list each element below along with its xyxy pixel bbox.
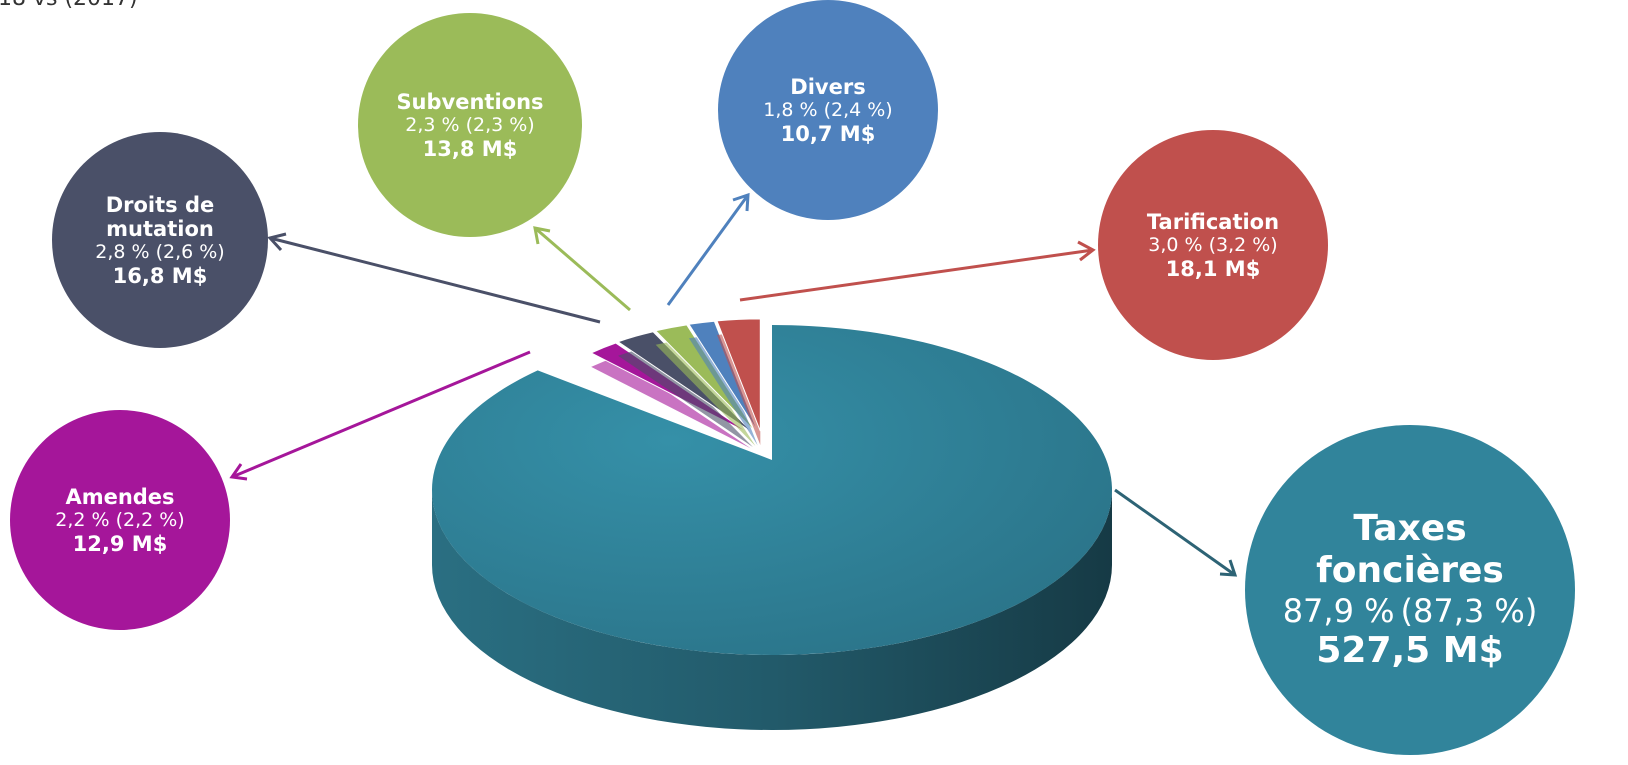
- value-label: 1,8 %: [763, 98, 818, 121]
- arrow: [229, 350, 531, 481]
- amount-label: 10,7 M$: [780, 121, 876, 146]
- callout-bubble: Droits de mutation 2,8 % (2,6 %) 16,8 M$: [52, 132, 268, 348]
- arrow: [267, 232, 601, 324]
- arrow: [1114, 488, 1238, 577]
- callout-bubble: Taxes foncières 87,9 % (87,3 %) 527,5 M$: [1245, 425, 1575, 755]
- percent-line: 3,0 % (3,2 %): [1148, 234, 1277, 257]
- previous-value-label: (2,2 %): [115, 508, 185, 531]
- percent-line: 2,2 % (2,2 %): [55, 509, 184, 532]
- category-label: Divers: [790, 74, 866, 99]
- pie-slice-side: [591, 357, 751, 449]
- callout-bubble: Divers 1,8 % (2,4 %) 10,7 M$: [718, 0, 938, 220]
- callout-bubble: Subventions 2,3 % (2,3 %) 13,8 M$: [358, 13, 582, 237]
- amount-label: 13,8 M$: [422, 136, 518, 161]
- arrows: [229, 192, 1238, 577]
- category-label: Subventions: [396, 89, 544, 114]
- previous-value-label: (2,4 %): [823, 98, 893, 121]
- pie-slice-side: [688, 335, 758, 446]
- callout-bubble: Amendes 2,2 % (2,2 %) 12,9 M$: [10, 410, 230, 630]
- value-label: 2,2 %: [55, 508, 110, 531]
- arrow: [666, 192, 750, 306]
- amount-label: 12,9 M$: [72, 531, 168, 556]
- value-label: 2,8 %: [95, 240, 150, 263]
- percent-line: 2,3 % (2,3 %): [405, 114, 534, 137]
- subtitle: 18 vs (2017): [0, 0, 138, 11]
- previous-value-label: (87,3 %): [1400, 592, 1538, 630]
- pie-slice-side: [655, 338, 756, 446]
- amount-label: 527,5 M$: [1316, 630, 1504, 671]
- value-label: 2,3 %: [405, 113, 460, 136]
- pie-slice: [716, 318, 761, 432]
- value-label: 87,9 %: [1282, 592, 1395, 630]
- previous-value-label: (3,2 %): [1208, 233, 1278, 256]
- pie-slice: [654, 324, 756, 433]
- pie-slice: [431, 325, 1112, 655]
- previous-value-label: (2,6 %): [155, 240, 225, 263]
- category-label: Amendes: [65, 484, 175, 509]
- category-label: Taxes foncières: [1316, 508, 1504, 591]
- category-label: Tarification: [1146, 209, 1280, 234]
- value-label: 3,0 %: [1148, 233, 1203, 256]
- amount-label: 18,1 M$: [1165, 256, 1261, 281]
- arrow: [533, 226, 631, 312]
- pie-side: [432, 490, 1112, 730]
- percent-line: 87,9 % (87,3 %): [1283, 592, 1538, 630]
- category-label: Droits de mutation: [105, 192, 215, 241]
- percent-line: 2,8 % (2,6 %): [95, 241, 224, 264]
- percent-line: 1,8 % (2,4 %): [763, 99, 892, 122]
- previous-value-label: (2,3 %): [465, 113, 535, 136]
- amount-label: 16,8 M$: [112, 263, 208, 288]
- callout-bubble: Tarification 3,0 % (3,2 %) 18,1 M$: [1098, 130, 1328, 360]
- pie-slice: [688, 320, 759, 432]
- pie-slice-side: [618, 345, 753, 447]
- arrow: [739, 240, 1096, 302]
